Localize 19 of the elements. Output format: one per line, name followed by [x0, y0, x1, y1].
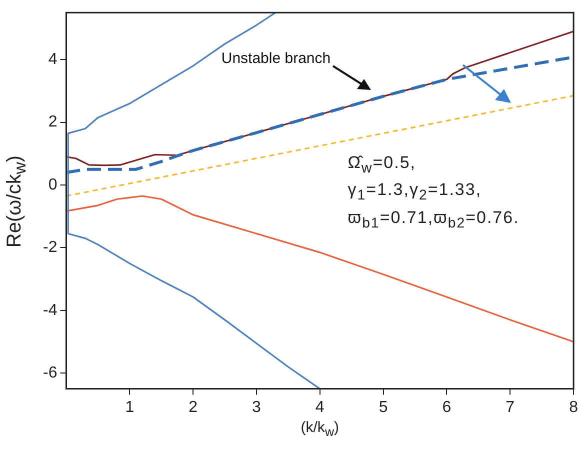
- x-tick-label: 6: [442, 398, 452, 416]
- x-tick-label: 1: [125, 398, 134, 416]
- x-tick-label: 8: [569, 398, 578, 416]
- y-tick-label: 4: [48, 51, 58, 68]
- y-tick-label: 2: [48, 114, 58, 131]
- x-tick-label: 3: [252, 398, 262, 416]
- annotation: ϖ$_{b1}$=0.71,ϖ$_{b2}$=0.76.: [348, 206, 520, 233]
- y-tick-label: 0: [48, 176, 58, 194]
- y-tick-label: -4: [42, 302, 58, 319]
- y-tick-label: -6: [42, 364, 58, 382]
- x-axis-title: (k/k$_{w}$): [300, 418, 340, 439]
- annotation: Ω̂$_{w}$=0.5,: [348, 152, 418, 178]
- x-tick-label: 5: [378, 398, 388, 416]
- annotation: γ$_{1}$=1.3,γ$_{2}$=1.33,: [348, 179, 483, 206]
- y-tick-label: -2: [42, 239, 58, 256]
- x-tick-label: 4: [315, 398, 324, 416]
- x-tick-label: 2: [188, 398, 198, 416]
- annotation: Unstable branch: [220, 50, 331, 67]
- x-tick-label: 7: [506, 398, 515, 416]
